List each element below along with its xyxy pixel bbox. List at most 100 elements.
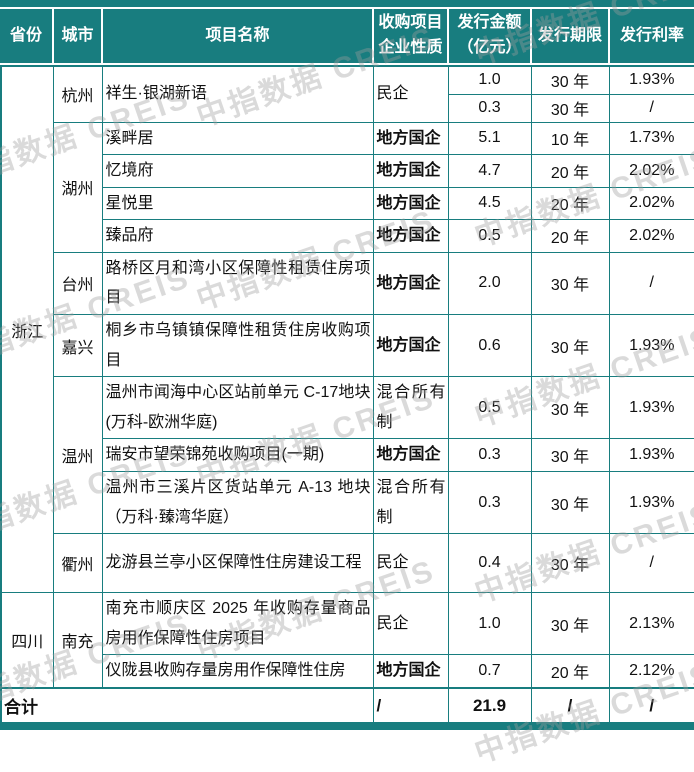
cell-term: 20 年 <box>530 154 610 188</box>
bottom-border-strip <box>0 724 694 731</box>
top-border-strip <box>0 0 694 9</box>
total-term: / <box>530 686 610 724</box>
cell-project: 瑞安市望荣锦苑收购项目(一期) <box>101 438 374 473</box>
cell-rate: 1.93% <box>608 471 694 535</box>
cell-rate: 1.73% <box>608 121 694 156</box>
cell-enterprise: 地方国企 <box>372 154 449 188</box>
cell-enterprise: 地方国企 <box>372 251 449 316</box>
cell-amount: 1.0 <box>447 65 532 95</box>
cell-enterprise: 地方国企 <box>372 314 449 378</box>
header-project-name: 项目名称 <box>101 9 372 63</box>
table-row: 嘉兴 桐乡市乌镇镇保障性租赁住房收购项目 地方国企 0.6 30 年 1.93% <box>1 314 694 378</box>
table-row: 仪陇县收购存量房用作保障性住房 地方国企 0.7 20 年 2.12% <box>1 654 694 689</box>
cell-rate: 2.12% <box>608 654 694 689</box>
header-issue-amount: 发行金额（亿元） <box>447 9 530 63</box>
cell-amount: 0.3 <box>447 93 532 123</box>
header-enterprise-type: 收购项目企业性质 <box>372 9 447 63</box>
cell-term: 30 年 <box>530 471 610 535</box>
cell-city: 杭州 <box>52 65 103 123</box>
header-city: 城市 <box>52 9 101 63</box>
cell-city: 台州 <box>52 251 103 316</box>
cell-term: 20 年 <box>530 186 610 221</box>
cell-rate: / <box>608 93 694 123</box>
cell-city: 嘉兴 <box>52 314 103 378</box>
cell-amount: 4.5 <box>447 186 532 221</box>
total-row: 合计 / 21.9 / / <box>0 686 694 724</box>
cell-enterprise: 民企 <box>372 533 449 594</box>
cell-enterprise: 混合所有制 <box>372 376 449 440</box>
cell-term: 30 年 <box>530 592 610 656</box>
cell-project: 温州市三溪片区货站单元 A-13 地块（万科·臻湾华庭） <box>101 471 374 535</box>
table-row: 星悦里 地方国企 4.5 20 年 2.02% <box>1 186 694 221</box>
cell-rate: 2.02% <box>608 154 694 188</box>
cell-city: 温州 <box>52 376 103 535</box>
cell-amount: 0.6 <box>447 314 532 378</box>
table-row: 台州 路桥区月和湾小区保障性租赁住房项目 地方国企 2.0 30 年 / <box>1 251 694 316</box>
cell-amount: 1.0 <box>447 592 532 656</box>
cell-amount: 0.4 <box>447 533 532 594</box>
cell-amount: 4.7 <box>447 154 532 188</box>
cell-enterprise: 地方国企 <box>372 654 449 689</box>
cell-project: 龙游县兰亭小区保障性住房建设工程 <box>101 533 374 594</box>
cell-rate: / <box>608 251 694 316</box>
cell-rate: 2.02% <box>608 219 694 253</box>
cell-term: 20 年 <box>530 654 610 689</box>
cell-enterprise: 地方国企 <box>372 121 449 156</box>
cell-enterprise: 地方国企 <box>372 438 449 473</box>
cell-rate: 2.02% <box>608 186 694 221</box>
cell-amount: 5.1 <box>447 121 532 156</box>
cell-amount: 0.3 <box>447 471 532 535</box>
cell-enterprise: 混合所有制 <box>372 471 449 535</box>
cell-amount: 2.0 <box>447 251 532 316</box>
table-row: 瑞安市望荣锦苑收购项目(一期) 地方国企 0.3 30 年 1.93% <box>1 438 694 473</box>
cell-enterprise: 地方国企 <box>372 186 449 221</box>
table-row: 温州 温州市闻海中心区站前单元 C-17地块(万科-欧洲华庭) 混合所有制 0.… <box>1 376 694 535</box>
cell-term: 30 年 <box>530 93 610 123</box>
cell-term: 30 年 <box>530 314 610 378</box>
cell-project: 祥生·银湖新语 <box>101 65 374 123</box>
total-amount: 21.9 <box>447 686 532 724</box>
cell-rate: / <box>608 533 694 594</box>
cell-rate: 1.93% <box>608 438 694 473</box>
cell-project: 温州市闻海中心区站前单元 C-17地块(万科-欧洲华庭) <box>101 376 374 440</box>
table-row: 温州市三溪片区货站单元 A-13 地块（万科·臻湾华庭） 混合所有制 0.3 3… <box>1 471 694 535</box>
cell-city: 衢州 <box>52 533 103 594</box>
cell-city: 南充 <box>52 592 103 689</box>
total-enterprise: / <box>372 686 449 724</box>
cell-term: 10 年 <box>530 121 610 156</box>
cell-amount: 0.7 <box>447 654 532 689</box>
cell-term: 30 年 <box>530 65 610 95</box>
cell-term: 20 年 <box>530 219 610 253</box>
cell-term: 30 年 <box>530 376 610 440</box>
cell-enterprise: 民企 <box>372 65 449 123</box>
cell-amount: 0.5 <box>447 219 532 253</box>
cell-province: 浙江 <box>0 65 54 594</box>
cell-project: 南充市顺庆区 2025 年收购存量商品房用作保障性住房项目 <box>101 592 374 656</box>
cell-project: 臻品府 <box>101 219 374 253</box>
cell-rate: 1.93% <box>608 65 694 95</box>
total-label: 合计 <box>0 686 374 724</box>
cell-city: 湖州 <box>52 121 103 253</box>
header-issue-rate: 发行利率 <box>608 9 694 63</box>
cell-project: 路桥区月和湾小区保障性租赁住房项目 <box>101 251 374 316</box>
cell-rate: 1.93% <box>608 376 694 440</box>
header-province: 省份 <box>9 26 42 44</box>
table-row: 湖州 溪畔居 地方国企 5.1 10 年 1.73% <box>1 121 694 253</box>
cell-enterprise: 民企 <box>372 592 449 656</box>
table-row: 0.3 30 年 / <box>1 93 694 123</box>
cell-project: 仪陇县收购存量房用作保障性住房 <box>101 654 374 689</box>
table-header: 省份 城市 项目名称 收购项目企业性质 发行金额（亿元） 发行期限 发行利率 <box>0 9 694 65</box>
table-row: 四川 南充 南充市顺庆区 2025 年收购存量商品房用作保障性住房项目 民企 1… <box>0 592 694 689</box>
cell-project: 星悦里 <box>101 186 374 221</box>
cell-term: 30 年 <box>530 438 610 473</box>
table-row: 浙江 杭州 祥生·银湖新语 民企 1.0 30 年 1.93% <box>0 65 694 594</box>
header-issue-term: 发行期限 <box>530 9 608 63</box>
cell-term: 30 年 <box>530 533 610 594</box>
cell-enterprise: 地方国企 <box>372 219 449 253</box>
cell-term: 30 年 <box>530 251 610 316</box>
cell-province: 四川 <box>0 592 54 689</box>
total-rate: / <box>608 686 694 724</box>
cell-project: 忆境府 <box>101 154 374 188</box>
cell-amount: 0.3 <box>447 438 532 473</box>
